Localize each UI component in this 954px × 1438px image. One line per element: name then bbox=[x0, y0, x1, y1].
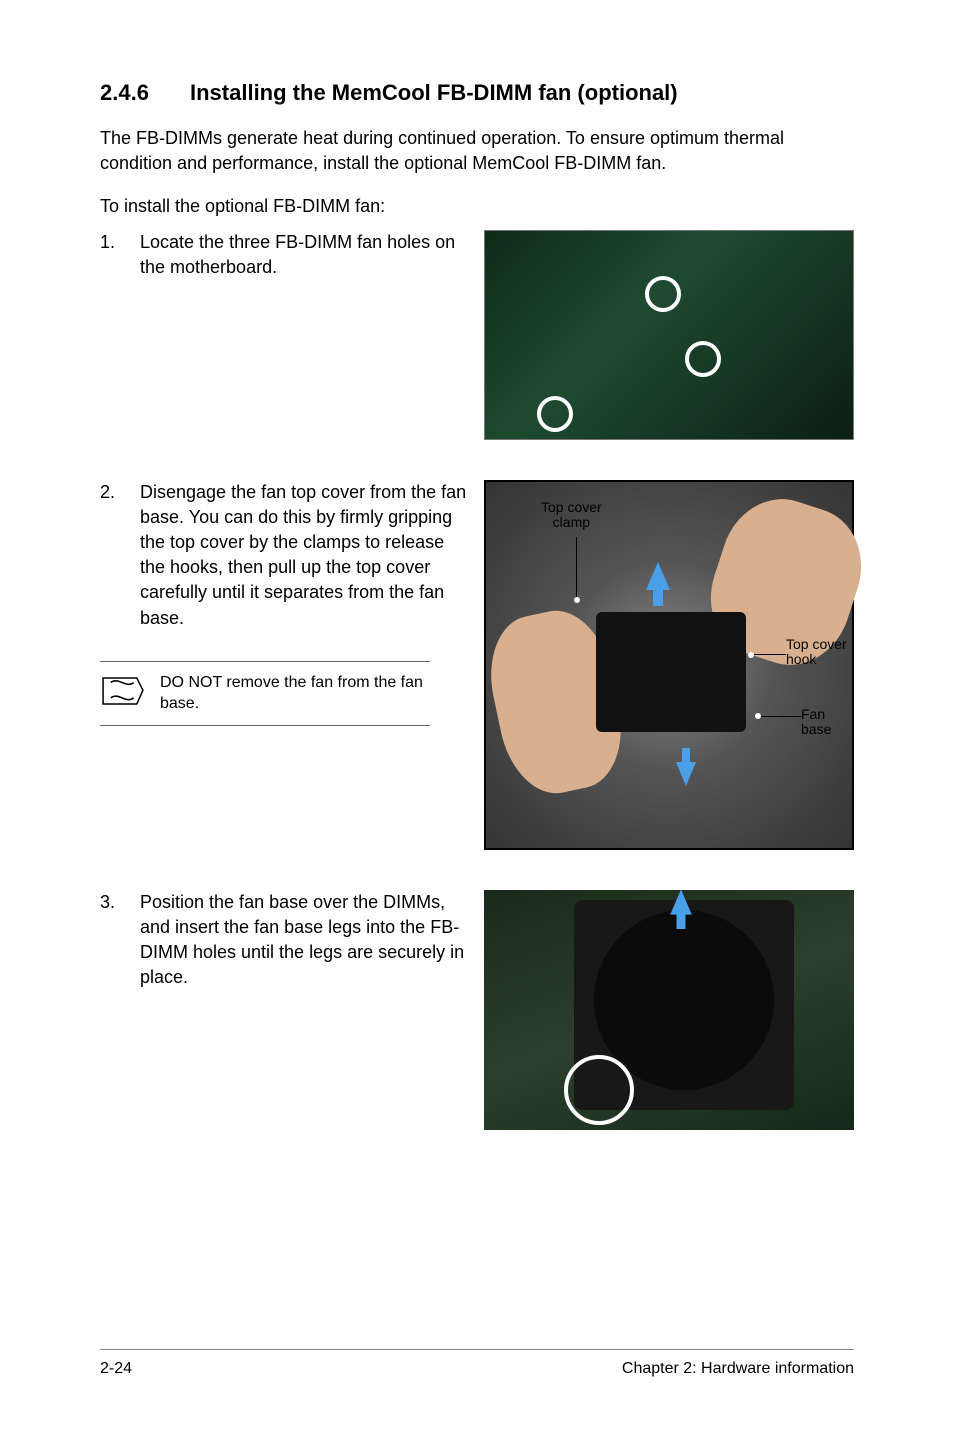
fan-body bbox=[596, 612, 746, 732]
fan-hole-circle-2 bbox=[685, 341, 721, 377]
step-1: 1. Locate the three FB-DIMM fan holes on… bbox=[100, 230, 468, 280]
footer-page-number: 2-24 bbox=[100, 1360, 132, 1378]
step-2-row: 2. Disengage the fan top cover from the … bbox=[100, 480, 854, 850]
dot-fanbase bbox=[755, 713, 761, 719]
step-3-text: Position the fan base over the DIMMs, an… bbox=[140, 890, 468, 991]
fan-install-photo bbox=[484, 890, 854, 1130]
fan-hole-circle-3 bbox=[537, 396, 573, 432]
footer-chapter: Chapter 2: Hardware information bbox=[622, 1360, 854, 1378]
leader-clamp bbox=[576, 537, 577, 597]
section-number: 2.4.6 bbox=[100, 80, 190, 106]
label-top-cover-hook: Top cover hook bbox=[786, 637, 847, 668]
step-1-text: Locate the three FB-DIMM fan holes on th… bbox=[140, 230, 468, 280]
fan-hole-circle-1 bbox=[645, 276, 681, 312]
motherboard-photo bbox=[484, 230, 854, 440]
page-footer: 2-24 Chapter 2: Hardware information bbox=[100, 1349, 854, 1378]
intro-paragraph: The FB-DIMMs generate heat during contin… bbox=[100, 126, 854, 176]
step-1-row: 1. Locate the three FB-DIMM fan holes on… bbox=[100, 230, 854, 440]
dot-clamp bbox=[574, 597, 580, 603]
label-top-cover-clamp: Top cover clamp bbox=[541, 500, 602, 531]
subintro-paragraph: To install the optional FB-DIMM fan: bbox=[100, 194, 854, 219]
step-3-number: 3. bbox=[100, 890, 140, 991]
step-2-text: Disengage the fan top cover from the fan… bbox=[140, 480, 468, 631]
install-arrow-up bbox=[670, 889, 692, 914]
section-title-text: Installing the MemCool FB-DIMM fan (opti… bbox=[190, 80, 678, 105]
arrow-down bbox=[676, 762, 696, 786]
section-heading: 2.4.6Installing the MemCool FB-DIMM fan … bbox=[100, 80, 854, 106]
step-2: 2. Disengage the fan top cover from the … bbox=[100, 480, 468, 631]
install-highlight-circle bbox=[564, 1055, 634, 1125]
arrow-up bbox=[646, 562, 670, 590]
step-2-number: 2. bbox=[100, 480, 140, 631]
step-1-number: 1. bbox=[100, 230, 140, 280]
note-text: DO NOT remove the fan from the fan base. bbox=[160, 672, 430, 715]
label-fan-base: Fan base bbox=[801, 707, 831, 738]
note-icon bbox=[100, 673, 146, 714]
leader-hook bbox=[754, 654, 786, 655]
note-box: DO NOT remove the fan from the fan base. bbox=[100, 661, 430, 726]
dot-hook bbox=[748, 652, 754, 658]
step-3-row: 3. Position the fan base over the DIMMs,… bbox=[100, 890, 854, 1130]
fan-disassembly-photo: Top cover clamp Top cover hook Fan base bbox=[484, 480, 854, 850]
leader-fanbase bbox=[761, 716, 801, 717]
step-3: 3. Position the fan base over the DIMMs,… bbox=[100, 890, 468, 991]
